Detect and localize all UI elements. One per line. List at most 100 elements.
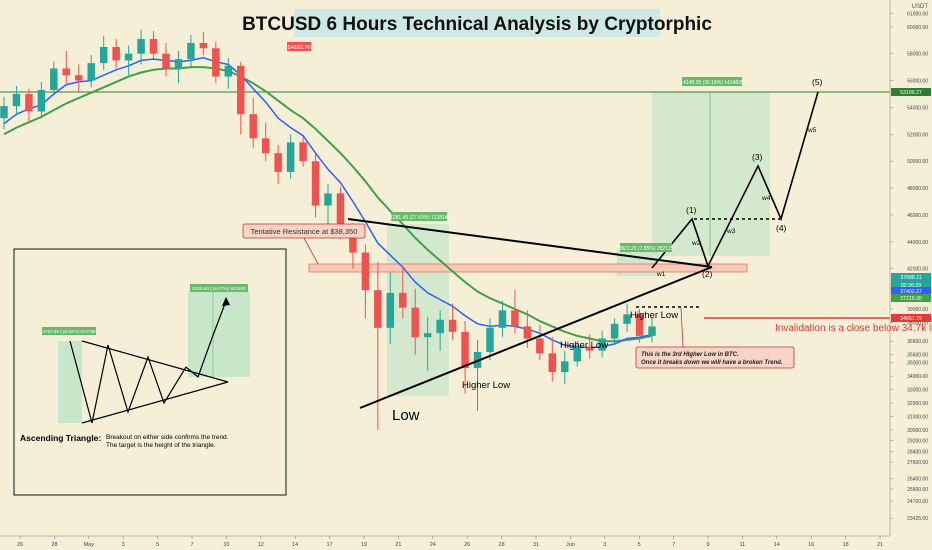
price-tag-box	[891, 281, 931, 289]
candle-body	[187, 42, 195, 60]
x-tick-label: 12	[258, 542, 264, 548]
y-tick-label: 54000.00	[907, 105, 928, 111]
candle-body	[75, 75, 83, 81]
candle-body	[573, 346, 581, 362]
ascending-trendline	[359, 266, 713, 409]
price-tag-box	[891, 314, 931, 322]
price-tag-label: 37688.11	[900, 275, 921, 281]
x-tick-label: Jun	[566, 542, 575, 548]
price-tag-label: 53199.27	[900, 90, 922, 96]
high-price-tag: 54693.76	[288, 45, 311, 51]
y-tick-label: 42000.00	[907, 267, 928, 273]
candle-body	[361, 252, 370, 291]
price-tag-label: 37402.27	[900, 289, 922, 295]
candle-layer	[0, 29, 656, 430]
wave-label-w3: w3	[726, 228, 736, 235]
wave-count-1: (1)	[686, 205, 697, 215]
inset-desc-2: The target is the height of the triangle…	[106, 442, 216, 449]
y-tick-label: 56000.00	[907, 79, 928, 85]
x-tick-label: 26	[17, 542, 23, 548]
candle-body	[511, 310, 519, 327]
candle-body	[274, 153, 282, 172]
inset-upper-line	[81, 340, 229, 383]
candle-body	[261, 138, 270, 154]
price-tag-label: 37219.30	[900, 296, 922, 302]
candle-body	[648, 326, 656, 336]
x-tick-label: 26	[464, 542, 470, 548]
note-pointer	[680, 307, 684, 348]
y-tick-label: 34000.00	[907, 374, 928, 380]
y-tick-label: 39000.00	[907, 307, 928, 313]
candle-body	[237, 65, 245, 115]
inset-desc-1: Breakout on either side confirms the tre…	[106, 434, 229, 441]
x-tick-label: 31	[533, 542, 539, 548]
wave-label-w1: w1	[656, 271, 666, 278]
x-tick-label: 21	[877, 542, 883, 548]
y-tick-label: 36600.00	[907, 339, 928, 345]
price-tag-box	[891, 88, 931, 96]
y-tick-label: 33000.00	[907, 388, 928, 394]
title-box	[294, 9, 660, 37]
drop-measure-box	[391, 212, 447, 221]
candle-body	[324, 193, 332, 206]
y-tick-label: 48000.00	[907, 186, 928, 192]
higher-low-label-1: Higher Low	[462, 380, 510, 391]
x-tick-label: 14	[774, 542, 780, 548]
x-tick-label: 28	[499, 542, 505, 548]
candle-body	[598, 338, 606, 351]
chart-title: BTCUSD 6 Hours Technical Analysis by Cry…	[242, 14, 712, 35]
y-tick-label: 60000.00	[907, 25, 928, 31]
candle-body	[561, 361, 569, 373]
price-tag-box	[891, 287, 931, 295]
x-tick-label: 11	[740, 542, 746, 548]
ema-fast-line	[3, 56, 653, 349]
y-tick-label: 30000.00	[907, 428, 928, 434]
candle-body	[498, 310, 507, 328]
inset-arrow-icon	[222, 297, 230, 306]
candle-body	[486, 327, 494, 352]
x-tick-label: 28	[51, 542, 57, 548]
wave-projection-path	[651, 91, 819, 269]
candle-body	[548, 353, 557, 373]
candle-body	[224, 65, 233, 77]
ema-slow-layer	[3, 66, 653, 343]
candle-body	[249, 114, 257, 139]
y-tick-label: 35000.00	[907, 361, 928, 367]
x-tick-label: 24	[430, 542, 436, 548]
wave-count-5: (5)	[812, 77, 823, 87]
resistance-label: Tentative Resistance at $38,350	[251, 227, 358, 236]
x-axis-layer: 26 28 May 3 5 7 10 12 14 17 19 21 24 26 28 31 Jun 3 5 7 9 11 1…	[17, 536, 883, 548]
ema-slow-line	[3, 66, 653, 343]
x-tick-label: 5	[638, 542, 641, 548]
price-tag-label: 34651.79	[900, 316, 922, 322]
x-tick-label: 5	[156, 542, 159, 548]
inset-panel: 4727.96 (16.52%) 472796 5015.80 (16.07%)…	[13, 248, 287, 496]
y-tick-label: 26400.00	[907, 476, 928, 482]
candle-body	[336, 193, 345, 229]
candle-body	[37, 89, 46, 112]
x-tick-label: 19	[361, 542, 367, 548]
x-tick-label: 7	[672, 542, 675, 548]
candle-body	[436, 319, 444, 334]
y-tick-label: 28400.00	[907, 449, 928, 455]
x-tick-label: 9	[706, 542, 709, 548]
candle-body	[12, 94, 21, 107]
candle-body	[0, 106, 8, 119]
candle-body	[386, 292, 395, 328]
candle-body	[411, 307, 419, 338]
price-tag-box	[891, 273, 931, 281]
inset-target-zone	[188, 291, 250, 377]
candle-body	[149, 38, 158, 54]
x-tick-label: 21	[395, 542, 401, 548]
drop-measure-label: 11281.45 (27.43%) 1128145	[388, 215, 451, 221]
inset-target-measure-box	[190, 284, 248, 292]
y-tick-label: 27600.00	[907, 460, 928, 466]
candle-body	[87, 63, 95, 81]
candle-body	[112, 46, 120, 61]
candle-body	[585, 346, 594, 351]
y-tick-label: 32000.00	[907, 401, 928, 407]
ema-fast-layer	[3, 56, 653, 349]
x-tick-label: 14	[292, 542, 298, 548]
note-line-1: This is the 3rd HIgher Low in BTC.	[641, 352, 739, 358]
